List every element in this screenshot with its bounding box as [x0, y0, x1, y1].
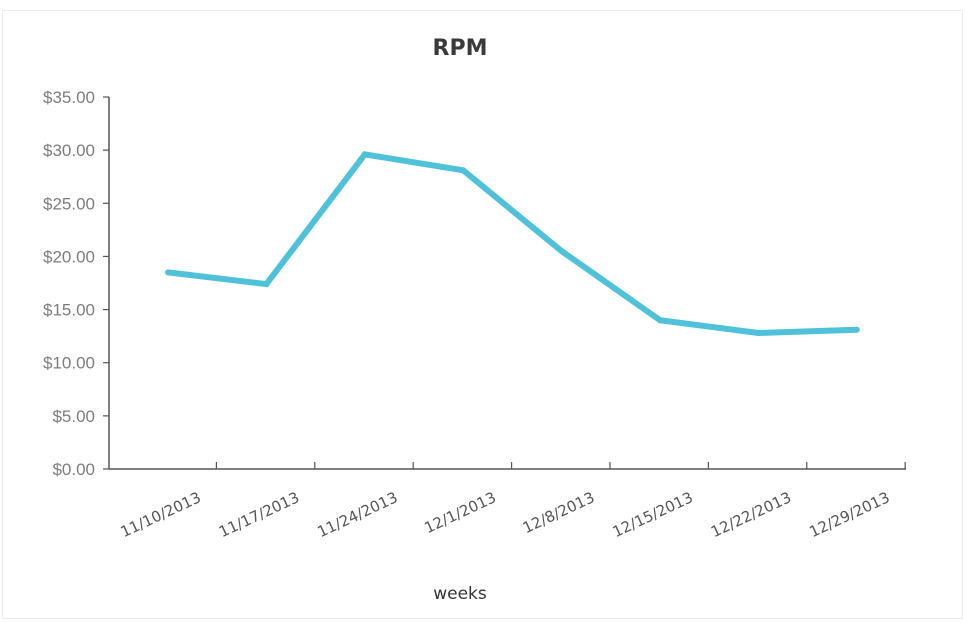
x-tick-label: 12/15/2013	[610, 488, 696, 541]
chart-title: RPM	[432, 36, 488, 61]
data-point	[361, 151, 368, 158]
y-tick-label: $10.00	[43, 354, 95, 373]
x-tick-label: 11/24/2013	[315, 488, 401, 541]
x-tick-label: 12/22/2013	[708, 488, 794, 541]
y-tick-label: $5.00	[52, 407, 95, 426]
data-point	[263, 281, 270, 288]
chart-frame	[2, 10, 963, 619]
x-tick-label: 11/10/2013	[118, 488, 204, 541]
y-tick-label: $35.00	[43, 88, 95, 107]
x-tick-label: 11/17/2013	[216, 488, 302, 541]
x-tick-label: 12/8/2013	[520, 488, 597, 537]
series-group	[165, 151, 860, 337]
series-line	[167, 151, 857, 337]
data-point	[558, 248, 565, 255]
data-point	[755, 329, 762, 336]
data-point	[460, 167, 467, 174]
data-point	[657, 317, 664, 324]
x-axis-ticks: 11/10/2013 11/17/2013 11/24/2013 12/1/2013 1…	[118, 462, 906, 541]
data-point	[853, 326, 860, 333]
axes	[108, 97, 906, 470]
x-axis-label: weeks	[433, 584, 487, 604]
x-tick-label: 12/29/2013	[807, 488, 893, 541]
y-tick-label: $15.00	[43, 301, 95, 320]
x-tick-label: 12/1/2013	[422, 488, 499, 537]
y-axis-ticks: $0.00 $5.00 $10.00 $15.00 $20.00 $25.00 $30.00…	[43, 88, 109, 479]
data-point	[165, 269, 172, 276]
y-tick-label: $30.00	[43, 141, 95, 160]
y-tick-label: $25.00	[43, 194, 95, 213]
y-tick-label: $20.00	[43, 247, 95, 266]
y-tick-label: $0.00	[52, 460, 95, 479]
